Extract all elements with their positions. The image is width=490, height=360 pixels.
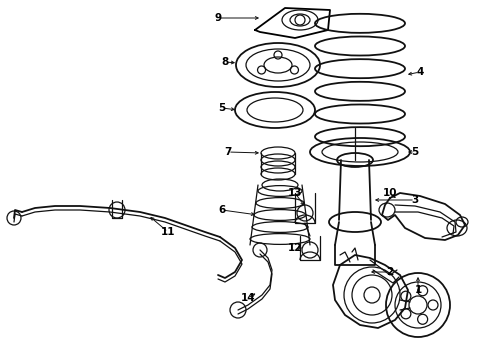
- Text: 5: 5: [219, 103, 225, 113]
- Text: 6: 6: [219, 205, 225, 215]
- Text: 10: 10: [383, 188, 397, 198]
- Text: 13: 13: [288, 188, 302, 198]
- Text: 9: 9: [215, 13, 221, 23]
- Text: 1: 1: [415, 285, 421, 295]
- Text: 12: 12: [288, 243, 302, 253]
- Text: 4: 4: [416, 67, 424, 77]
- Text: 11: 11: [161, 227, 175, 237]
- Text: 2: 2: [387, 267, 393, 277]
- Text: 7: 7: [224, 147, 232, 157]
- Text: 5: 5: [412, 147, 418, 157]
- Text: 8: 8: [221, 57, 229, 67]
- Text: 14: 14: [241, 293, 255, 303]
- Text: 3: 3: [412, 195, 418, 205]
